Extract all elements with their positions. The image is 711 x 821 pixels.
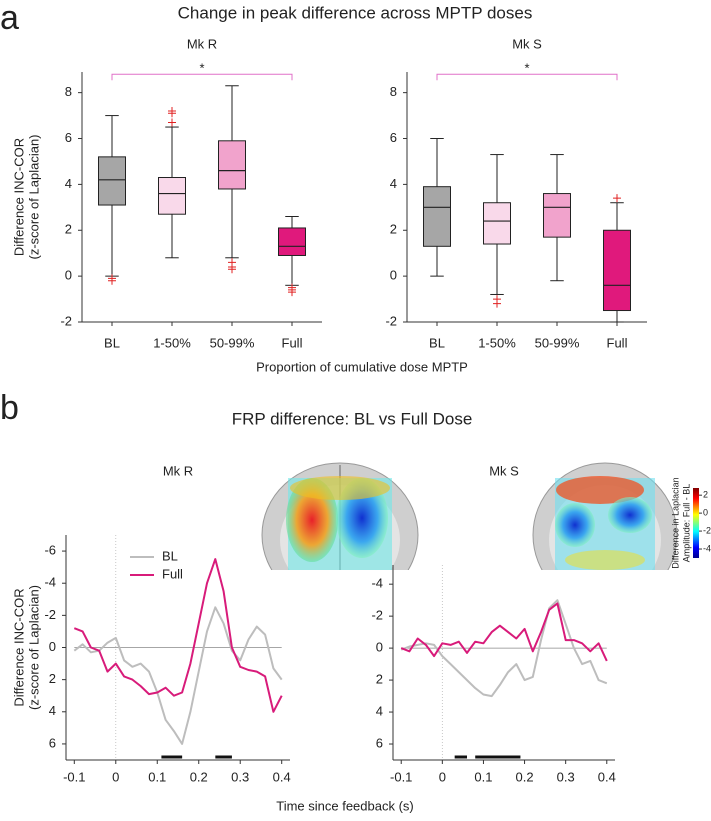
x-axis-label: Time since feedback (s) [276,798,414,813]
x-tick-label: -0.1 [390,769,412,784]
x-tick-label: 50-99% [210,335,255,350]
y-tick-label: 4 [65,176,72,191]
colorbar-tick-label: -2 [703,525,711,535]
brain-map [532,462,678,570]
chart-title: Mk R [163,463,193,478]
x-tick-label: 0.2 [516,769,534,784]
outlier [288,288,296,297]
x-tick-label: Full [282,335,303,350]
significance-label: * [199,61,204,76]
panel-label: b [0,389,19,427]
chart-title: Mk S [512,36,542,51]
y-tick-label: 2 [390,222,397,237]
brain-map [261,462,419,570]
colorbar-tick-label: 0 [703,508,708,518]
x-tick-label: 0.2 [190,769,208,784]
x-tick-label: 1-50% [478,335,516,350]
significance-bracket [436,73,618,81]
box [423,186,451,247]
x-tick-label: 0 [112,769,119,784]
box [158,177,186,215]
y-tick-label: -2 [371,608,383,623]
x-tick-label: 0.3 [231,769,249,784]
y-tick-label: -4 [44,575,56,590]
outlier [228,265,236,274]
series-line [73,606,283,745]
chart-title: Mk S [489,463,519,478]
y-tick-label: 0 [390,268,397,283]
panel-label: a [0,0,19,37]
series-line [73,558,283,713]
y-tick-label: -2 [385,313,397,328]
x-tick-label: Full [607,335,628,350]
y-tick-label: 0 [65,268,72,283]
y-axis-label: (z-score of Laplacian) [26,135,41,260]
colorbar-label: Amplitude: Full - BL [681,484,691,563]
legend-label: Full [162,566,183,581]
panel-title: FRP difference: BL vs Full Dose [232,409,473,428]
y-tick-label: 2 [65,222,72,237]
box [278,227,306,256]
x-tick-label: 0 [439,769,446,784]
y-tick-label: 4 [390,176,397,191]
y-tick-label: 4 [376,703,383,718]
colorbar-label: Difference in Laplacian [670,477,680,568]
outlier [613,194,621,203]
y-axis-label: (z-score of Laplacian) [26,585,41,710]
y-tick-label: 6 [376,735,383,750]
outlier [168,106,176,115]
colorbar-tick-label: 2 [703,490,708,500]
outlier [493,299,501,308]
y-tick-label: 6 [49,735,56,750]
colorbar-tick-label: -4 [703,543,711,553]
y-tick-label: -6 [44,543,56,558]
x-tick-label: -0.1 [63,769,85,784]
y-tick-label: 8 [390,84,397,99]
y-tick-label: 2 [49,671,56,686]
box [98,156,126,206]
x-tick-label: BL [429,335,445,350]
legend-label: BL [162,548,178,563]
y-tick-label: -2 [60,313,72,328]
x-axis-label: Proportion of cumulative dose MPTP [256,359,468,374]
x-tick-label: 0.3 [557,769,575,784]
y-tick-label: 0 [49,639,56,654]
x-tick-label: 0.1 [148,769,166,784]
y-tick-label: 4 [49,703,56,718]
y-axis-label: Difference INC-COR [11,588,26,706]
colorbar [693,488,699,558]
x-tick-label: 0.4 [273,769,291,784]
y-axis-label: Difference INC-COR [11,138,26,256]
significance-label: * [524,61,529,76]
y-tick-label: -4 [371,576,383,591]
box [218,140,246,190]
y-tick-label: 6 [390,130,397,145]
box [543,193,571,238]
x-tick-label: 1-50% [153,335,191,350]
box [603,229,631,312]
series-line [400,599,608,698]
box [483,202,511,245]
outlier [108,276,116,285]
y-tick-label: 2 [376,672,383,687]
x-tick-label: 0.4 [598,769,616,784]
y-tick-label: 8 [65,84,72,99]
chart-title: Mk R [187,36,217,51]
outlier [168,118,176,127]
x-tick-label: BL [104,335,120,350]
series-line [400,602,608,662]
y-tick-label: 0 [376,640,383,655]
significance-bracket [111,73,293,81]
panel-title: Change in peak difference across MPTP do… [178,3,533,22]
y-tick-label: 6 [65,130,72,145]
x-tick-label: 0.1 [474,769,492,784]
x-tick-label: 50-99% [535,335,580,350]
y-tick-label: -2 [44,607,56,622]
